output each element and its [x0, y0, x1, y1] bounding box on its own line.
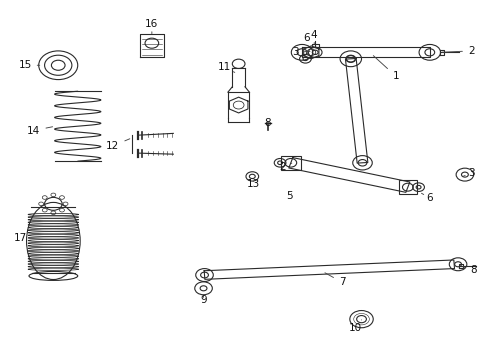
Text: 9: 9 — [200, 295, 206, 305]
Text: 2: 2 — [279, 162, 291, 172]
Text: 17: 17 — [14, 233, 30, 243]
Text: 8: 8 — [264, 118, 271, 128]
Text: 5: 5 — [286, 191, 293, 201]
Text: 14: 14 — [27, 126, 53, 135]
Text: 3: 3 — [292, 46, 309, 57]
Text: 8: 8 — [462, 265, 476, 275]
Text: 16: 16 — [145, 19, 158, 34]
Text: 6: 6 — [421, 193, 432, 203]
Text: 2: 2 — [442, 46, 473, 56]
Text: 6: 6 — [303, 33, 312, 45]
Text: 12: 12 — [106, 139, 129, 151]
Text: 7: 7 — [325, 273, 345, 287]
Text: 1: 1 — [372, 56, 398, 81]
Text: 11: 11 — [217, 62, 234, 72]
Text: 15: 15 — [19, 60, 40, 70]
Text: 3: 3 — [462, 168, 473, 178]
Text: 13: 13 — [246, 179, 259, 189]
Text: 4: 4 — [310, 30, 317, 44]
Text: 10: 10 — [348, 320, 362, 333]
